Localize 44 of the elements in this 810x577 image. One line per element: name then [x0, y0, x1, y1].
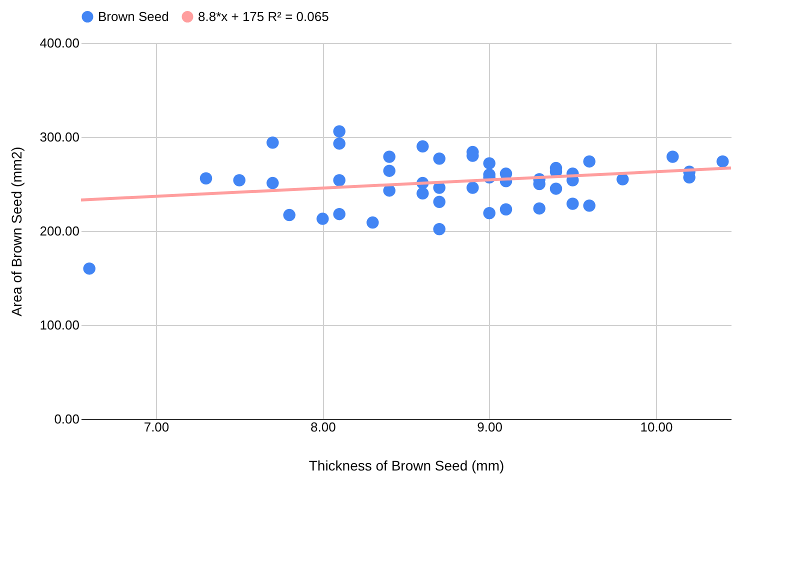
point	[583, 155, 596, 168]
point	[200, 172, 212, 184]
x-axis-title: Thickness of Brown Seed (mm)	[308, 458, 504, 474]
point	[333, 137, 346, 150]
point	[433, 196, 446, 208]
point	[566, 198, 579, 210]
point	[283, 208, 296, 222]
point	[316, 212, 329, 225]
x-tick-label: 7.00	[144, 420, 170, 434]
point	[383, 164, 396, 177]
point	[416, 140, 429, 153]
point	[716, 155, 729, 168]
y-tick-label: 400.00	[40, 36, 80, 50]
point	[233, 174, 246, 186]
point	[366, 216, 379, 229]
point	[416, 187, 429, 200]
y-axis-title: Area of Brown Seed (mm2)	[8, 146, 25, 316]
point	[333, 125, 346, 138]
point	[266, 136, 279, 149]
y-tick-label: 200.00	[40, 224, 80, 238]
point	[433, 152, 446, 165]
point	[433, 223, 446, 236]
point	[266, 176, 279, 190]
point	[500, 203, 512, 216]
y-tick-label: 300.00	[40, 130, 80, 144]
legend-label: Brown Seed	[98, 8, 169, 24]
x-tick-label: 9.00	[477, 420, 502, 434]
point	[666, 150, 679, 163]
x-tick-label: 8.00	[310, 420, 336, 434]
y-tick-label: 100.00	[40, 318, 80, 332]
legend-label: 8.8*x + 175 R² = 0.065	[198, 8, 329, 24]
point	[483, 157, 496, 170]
point	[333, 174, 346, 186]
point	[383, 150, 396, 163]
point	[616, 173, 629, 186]
point	[466, 182, 479, 194]
point	[83, 262, 96, 275]
x-tick-label: 10.00	[640, 420, 673, 434]
point	[333, 208, 346, 220]
point	[533, 202, 546, 215]
point	[583, 200, 596, 212]
y-tick-label: 0.00	[54, 412, 80, 426]
point	[483, 207, 496, 220]
point	[550, 182, 562, 195]
